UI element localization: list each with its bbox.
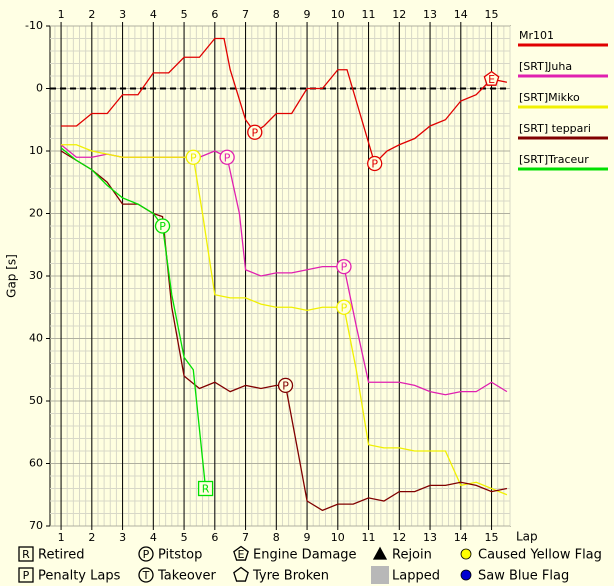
x-tick-label: 5 [181, 8, 188, 21]
event-marker [367, 155, 383, 172]
legend-symbol [233, 545, 249, 561]
event-marker [336, 299, 352, 315]
x-tick-label: 15 [485, 8, 499, 21]
x-tick-label: 14 [454, 531, 468, 544]
legend-label: [SRT]Juha [519, 60, 572, 73]
x-tick-label: 7 [242, 531, 249, 544]
event-letter: P [190, 151, 197, 164]
x-tick-label: 9 [304, 531, 311, 544]
x-tick-label: 2 [88, 8, 95, 21]
legend-label: Mr101 [519, 29, 554, 42]
legend-symbol [371, 566, 389, 584]
legend-symbol [18, 567, 34, 583]
event-marker [154, 218, 171, 234]
x-tick-label: 10 [331, 8, 345, 21]
event-letter: P [341, 301, 348, 314]
series-line [61, 37, 508, 165]
legend-symbol [138, 546, 154, 562]
legend-label: Tyre Broken [252, 569, 329, 584]
legend-symbol [372, 546, 388, 560]
y-tick-label: 50 [29, 394, 43, 407]
event-letter: R [202, 483, 210, 496]
y-tick-label: 60 [29, 457, 43, 470]
y-tick-label: -10 [25, 19, 43, 32]
legend-symbol [233, 566, 249, 582]
x-tick-label: 9 [304, 8, 311, 21]
legend-symbol [460, 548, 472, 560]
event-marker [219, 149, 235, 165]
legend-label: Lapped [392, 569, 440, 584]
x-tick-label: 4 [150, 8, 157, 21]
y-tick-label: 0 [36, 82, 43, 95]
legend-symbol-letter: T [142, 569, 150, 582]
x-axis-label: Lap [516, 530, 538, 544]
x-tick-label: 14 [454, 8, 468, 21]
series-line [60, 147, 207, 489]
x-tick-label: 13 [423, 531, 437, 544]
x-tick-label: 2 [88, 531, 95, 544]
x-tick-label: 12 [392, 8, 406, 21]
event-marker [336, 258, 352, 275]
x-tick-label: 8 [273, 8, 280, 21]
series-line [61, 144, 508, 496]
x-tick-label: 15 [485, 531, 499, 544]
legend-label: [SRT]Traceur [519, 153, 589, 166]
legend-label: Rejoin [392, 548, 432, 563]
legend-label: Takeover [157, 569, 216, 584]
x-tick-label: 13 [423, 8, 437, 21]
legend-symbol [18, 546, 34, 562]
x-tick-label: 12 [392, 531, 406, 544]
legend-symbol-letter: P [143, 548, 150, 561]
y-axis-label: Gap [s] [5, 254, 19, 298]
y-tick-label: 20 [29, 207, 43, 220]
legend-label: Pitstop [158, 548, 202, 563]
y-tick-label: 30 [29, 269, 43, 282]
event-letter: E [488, 73, 495, 86]
legend-symbol [138, 567, 154, 583]
y-tick-label: 40 [29, 332, 43, 345]
legend-label: Retired [38, 548, 84, 563]
x-tick-label: 5 [181, 531, 188, 544]
y-tick-label: 10 [29, 144, 43, 157]
x-tick-label: 7 [242, 8, 249, 21]
event-marker [197, 480, 214, 497]
x-tick-label: 3 [119, 531, 126, 544]
legend-label: Caused Yellow Flag [478, 548, 602, 563]
x-tick-label: 3 [119, 8, 126, 21]
x-tick-label: 1 [58, 531, 65, 544]
legend-label: [SRT] teppari [519, 122, 591, 135]
event-marker [185, 149, 201, 165]
x-tick-label: 6 [211, 8, 218, 21]
x-tick-label: 11 [362, 8, 376, 21]
x-tick-label: 1 [58, 8, 65, 21]
event-marker [247, 124, 263, 140]
event-letter: P [224, 151, 231, 164]
legend-label: Engine Damage [253, 548, 357, 563]
x-tick-label: 10 [331, 531, 345, 544]
legend-label: Saw Blue Flag [478, 569, 569, 584]
legend-symbol-letter: R [22, 548, 30, 561]
x-tick-label: 6 [211, 531, 218, 544]
x-tick-label: 4 [150, 531, 157, 544]
legend-label: Penalty Laps [38, 569, 121, 584]
x-tick-label: 11 [362, 531, 376, 544]
x-tick-label: 8 [273, 531, 280, 544]
event-letter: P [371, 158, 378, 171]
event-letter: P [159, 220, 166, 233]
legend-symbol-letter: P [23, 569, 30, 582]
legend-label: [SRT]Mikko [519, 91, 580, 104]
event-letter: P [282, 379, 289, 392]
y-tick-label: 70 [29, 519, 43, 532]
legend-symbol-letter: E [238, 548, 245, 561]
event-marker [483, 70, 500, 86]
event-letter: P [251, 126, 258, 139]
event-letter: P [341, 261, 348, 274]
event-marker [277, 377, 294, 394]
legend-symbol [460, 569, 472, 581]
